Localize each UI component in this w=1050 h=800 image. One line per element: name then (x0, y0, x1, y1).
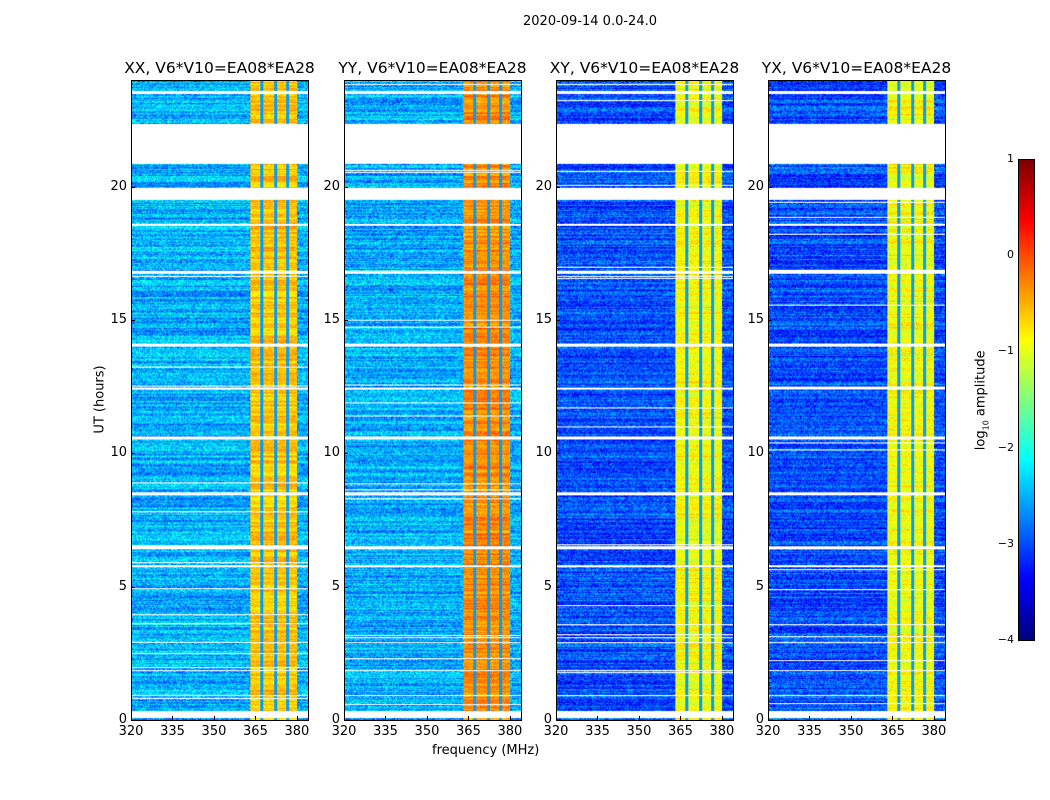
x-tick-label: 365 (880, 724, 905, 739)
x-tick-label: 365 (668, 724, 693, 739)
y-tick-label: 10 (110, 445, 127, 461)
y-axis-label: UT (hours) (92, 365, 108, 434)
colorbar-label: log10 amplitude (973, 350, 991, 451)
x-tick-mark (850, 716, 852, 720)
heatmap-panel (556, 80, 734, 721)
y-tick-mark (344, 720, 348, 721)
x-tick-mark (721, 716, 723, 720)
x-tick-label: 380 (497, 724, 523, 739)
x-tick-mark (556, 716, 557, 720)
x-tick-label: 320 (755, 724, 781, 739)
colorbar-tick-label: −1 (997, 344, 1014, 358)
y-tick-mark (344, 186, 348, 188)
x-tick-label: 365 (243, 724, 268, 739)
y-tick-label: 5 (543, 578, 552, 594)
y-tick-label: 20 (323, 178, 340, 194)
x-tick-label: 335 (160, 724, 185, 739)
y-tick-label: 10 (535, 445, 552, 461)
x-axis-label: frequency (MHz) (432, 743, 540, 758)
y-tick-mark (344, 586, 348, 588)
x-tick-label: 380 (921, 724, 947, 739)
x-tick-mark (809, 716, 811, 720)
y-tick-label: 20 (747, 178, 764, 194)
x-tick-label: 350 (414, 724, 440, 739)
x-tick-mark (892, 716, 894, 720)
y-tick-label: 5 (118, 578, 127, 594)
colorbar-tick-label: 1 (1007, 152, 1014, 165)
colorbar-tick-label: 0 (1007, 248, 1014, 262)
colorbar-tick-label: −3 (997, 536, 1014, 550)
x-tick-label: 380 (709, 724, 735, 739)
x-tick-mark (468, 716, 470, 720)
x-tick-label: 365 (456, 724, 481, 739)
colorbar (1018, 159, 1035, 641)
y-tick-mark (768, 586, 772, 588)
y-tick-label: 0 (755, 712, 764, 727)
x-tick-label: 350 (626, 724, 652, 739)
panel-title: XY, V6*V10=EA08*EA28 (549, 59, 740, 77)
colorbar-tick-label: −2 (997, 440, 1014, 454)
panel-title: XX, V6*V10=EA08*EA28 (124, 59, 315, 77)
x-tick-mark (172, 716, 174, 720)
figure-title: 2020-09-14 0.0-24.0 (523, 14, 657, 29)
y-tick-label: 10 (323, 445, 340, 461)
y-tick-mark (131, 320, 135, 321)
y-tick-mark (768, 453, 772, 455)
y-tick-mark (344, 453, 348, 455)
x-tick-mark (255, 716, 257, 720)
heatmap-panel (344, 80, 522, 721)
y-tick-mark (768, 186, 772, 188)
x-tick-label: 335 (585, 724, 610, 739)
heatmap-panel (768, 80, 946, 721)
y-tick-mark (131, 186, 135, 188)
x-tick-mark (131, 716, 132, 720)
x-tick-mark (426, 716, 428, 720)
y-tick-mark (556, 586, 560, 588)
y-tick-label: 15 (747, 312, 764, 327)
y-tick-label: 15 (535, 312, 552, 327)
colorbar-tick-label: −4 (997, 633, 1014, 646)
y-tick-mark (344, 320, 348, 321)
y-tick-mark (131, 720, 135, 721)
x-tick-mark (509, 716, 511, 720)
x-tick-mark (597, 716, 599, 720)
y-tick-label: 0 (118, 712, 127, 727)
x-tick-mark (768, 716, 769, 720)
x-tick-mark (385, 716, 387, 720)
y-tick-mark (131, 453, 135, 455)
y-tick-mark (556, 320, 560, 321)
y-tick-label: 5 (755, 578, 764, 594)
x-tick-mark (638, 716, 640, 720)
x-tick-label: 335 (373, 724, 398, 739)
y-tick-label: 5 (331, 578, 340, 594)
panel-title: YX, V6*V10=EA08*EA28 (761, 59, 952, 77)
y-tick-label: 15 (323, 312, 340, 327)
x-tick-label: 380 (284, 724, 310, 739)
y-tick-label: 15 (110, 312, 127, 327)
x-tick-mark (296, 716, 298, 720)
x-tick-label: 335 (797, 724, 822, 739)
y-tick-mark (556, 186, 560, 188)
y-tick-mark (768, 320, 772, 321)
x-tick-mark (213, 716, 215, 720)
x-tick-mark (344, 716, 345, 720)
y-tick-mark (768, 720, 772, 721)
y-tick-label: 0 (331, 712, 340, 727)
y-tick-mark (556, 720, 560, 721)
y-tick-label: 20 (110, 178, 127, 194)
x-tick-mark (680, 716, 682, 720)
x-tick-mark (933, 716, 935, 720)
y-tick-label: 10 (747, 445, 764, 461)
y-tick-label: 20 (535, 178, 552, 194)
y-tick-mark (556, 453, 560, 455)
x-tick-label: 350 (201, 724, 227, 739)
y-tick-mark (131, 586, 135, 588)
x-tick-label: 320 (118, 724, 144, 739)
x-tick-label: 350 (838, 724, 864, 739)
y-tick-label: 0 (543, 712, 552, 727)
panel-title: YY, V6*V10=EA08*EA28 (338, 59, 527, 77)
heatmap-panel (131, 80, 309, 721)
x-tick-label: 320 (543, 724, 569, 739)
x-tick-label: 320 (331, 724, 357, 739)
